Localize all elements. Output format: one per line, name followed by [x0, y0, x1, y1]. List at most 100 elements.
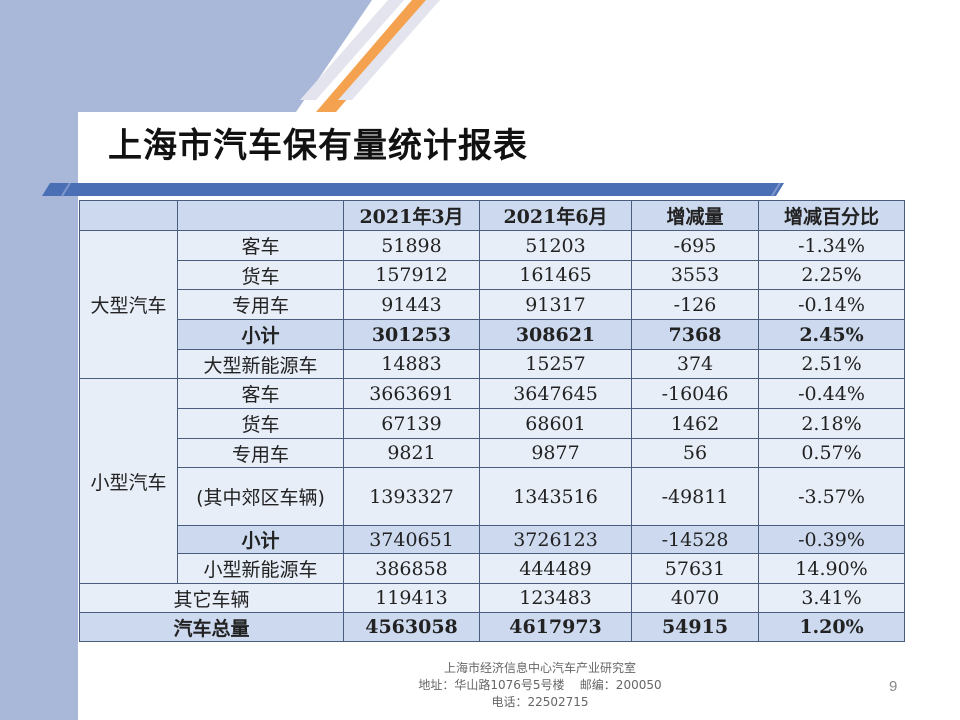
cell-value: 2.25% [758, 260, 905, 290]
row-label: 货车 [177, 260, 344, 290]
cell-value: 308621 [479, 319, 632, 350]
group-label-large: 大型汽车 [79, 230, 178, 379]
cell-value: 4563058 [343, 612, 480, 642]
header-change-percent: 增减百分比 [758, 200, 905, 231]
cell-value: 3740651 [343, 525, 480, 554]
cell-value: 3647645 [479, 378, 632, 409]
footer-org: 上海市经济信息中心汽车产业研究室 [443, 661, 636, 675]
row-label: 专用车 [177, 438, 344, 468]
page-number: 9 [889, 678, 898, 695]
footer-address: 地址：华山路1076号5号楼 邮编：200050 [418, 678, 662, 692]
subtotal-row: 小计 301253 308621 7368 2.45% [80, 319, 905, 350]
top-decoration [78, 0, 440, 112]
header-2021-march: 2021年3月 [343, 200, 480, 231]
cell-value: 2.18% [758, 408, 905, 439]
cell-value: -0.14% [758, 289, 905, 320]
light-stripe-2 [338, 0, 440, 100]
table-row: 货车 67139 68601 1462 2.18% [80, 408, 905, 439]
slide-title: 上海市汽车保有量统计报表 [108, 126, 528, 166]
row-label: 专用车 [177, 289, 344, 320]
row-label-other: 其它车辆 [79, 583, 344, 613]
header-cell-empty [79, 200, 178, 231]
cell-value: 4070 [631, 583, 759, 613]
side-panel [0, 0, 78, 720]
cell-value: 9821 [343, 438, 480, 468]
cell-value: 123483 [479, 583, 632, 613]
cell-value: 301253 [343, 319, 480, 350]
header-row: 2021年3月 2021年6月 增减量 增减百分比 [79, 200, 905, 231]
cell-value: 68601 [479, 408, 632, 439]
cell-value: 157912 [343, 260, 480, 290]
cell-value: 14883 [343, 349, 480, 379]
table-row: 小型汽车 客车 3663691 3647645 -16046 -0.44% [79, 378, 905, 584]
table-row: 货车 157912 161465 3553 2.25% [80, 260, 905, 290]
cell-value: 1.20% [758, 612, 905, 642]
total-row: 汽车总量 4563058 4617973 54915 1.20% [79, 612, 905, 642]
table-row: 其它车辆 119413 123483 4070 3.41% [79, 583, 905, 613]
cell-value: 3726123 [479, 525, 632, 554]
row-label: 客车 [177, 230, 344, 261]
cell-value: 3.41% [758, 583, 905, 613]
cell-value: -0.44% [758, 378, 905, 409]
cell-value: -0.39% [758, 525, 905, 554]
cell-value: 161465 [479, 260, 632, 290]
cell-value: 9877 [479, 438, 632, 468]
row-label: 小型新能源车 [177, 553, 344, 584]
cell-value: 374 [631, 349, 759, 379]
table-row: 大型汽车 客车 51898 51203 -695 -1.34% [79, 230, 905, 379]
header-cell-empty [177, 200, 344, 231]
group-label-small: 小型汽车 [79, 378, 178, 584]
cell-value: -16046 [631, 378, 759, 409]
table-row: 专用车 9821 9877 56 0.57% [80, 438, 905, 468]
cell-value: 1462 [631, 408, 759, 439]
cell-value: 14.90% [758, 553, 905, 584]
cell-value: 1343516 [479, 467, 632, 526]
cell-value: 386858 [343, 553, 480, 584]
cell-value: 3553 [631, 260, 759, 290]
row-label: 客车 [177, 378, 344, 409]
table-row: 小型新能源车 386858 444489 57631 14.90% [80, 553, 905, 584]
title-card [78, 112, 960, 184]
footer-phone: 电话：22502715 [491, 695, 589, 709]
footer: 上海市经济信息中心汽车产业研究室 地址：华山路1076号5号楼 邮编：20005… [0, 660, 960, 711]
subtotal-row: 小计 3740651 3726123 -14528 -0.39% [80, 525, 905, 554]
cell-value: 0.57% [758, 438, 905, 468]
cell-value: 1393327 [343, 467, 480, 526]
cell-value: 4617973 [479, 612, 632, 642]
table-row: 专用车 91443 91317 -126 -0.14% [80, 289, 905, 320]
cell-value: 57631 [631, 553, 759, 584]
row-label: 大型新能源车 [177, 349, 344, 379]
cell-value: -126 [631, 289, 759, 320]
table-row: (其中郊区车辆) 1393327 1343516 -49811 -3.57% [80, 467, 905, 526]
cell-value: 91443 [343, 289, 480, 320]
cell-value: 119413 [343, 583, 480, 613]
light-stripe-1 [300, 0, 404, 100]
cell-value: 51203 [479, 230, 632, 261]
row-label: (其中郊区车辆) [177, 467, 344, 526]
cell-value: 7368 [631, 319, 759, 350]
cell-value: 2.51% [758, 349, 905, 379]
cell-value: 2.45% [758, 319, 905, 350]
cell-value: -14528 [631, 525, 759, 554]
top-panel-shape [78, 0, 372, 112]
row-label: 货车 [177, 408, 344, 439]
table-row: 大型新能源车 14883 15257 374 2.51% [80, 349, 905, 379]
cell-value: -49811 [631, 467, 759, 526]
cell-value: 444489 [479, 553, 632, 584]
header-change: 增减量 [631, 200, 759, 231]
cell-value: 15257 [479, 349, 632, 379]
title-underline-band [42, 183, 784, 197]
cell-value: 67139 [343, 408, 480, 439]
cell-value: -695 [631, 230, 759, 261]
cell-value: -1.34% [758, 230, 905, 261]
row-label: 小计 [177, 525, 344, 554]
cell-value: 56 [631, 438, 759, 468]
cell-value: 54915 [631, 612, 759, 642]
vehicle-stats-table: 2021年3月 2021年6月 增减量 增减百分比 大型汽车 客车 51898 … [79, 200, 905, 642]
cell-value: -3.57% [758, 467, 905, 526]
header-2021-june: 2021年6月 [479, 200, 632, 231]
cell-value: 91317 [479, 289, 632, 320]
cell-value: 51898 [343, 230, 480, 261]
row-label: 小计 [177, 319, 344, 350]
cell-value: 3663691 [343, 378, 480, 409]
